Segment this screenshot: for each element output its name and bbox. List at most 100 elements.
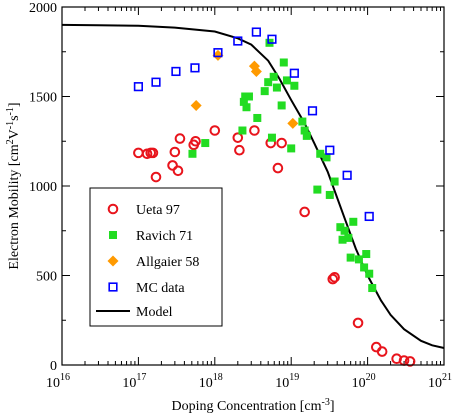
data-point-open-square (151, 77, 161, 87)
x-tick-label: 1016 (46, 372, 70, 391)
data-point-filled-square (298, 117, 307, 126)
legend-label: Ravich 71 (136, 229, 193, 244)
x-tick-base: 10 (46, 376, 60, 391)
data-point-open-square (289, 68, 299, 78)
data-point-filled-square (316, 149, 325, 158)
data-point-filled-square (239, 97, 248, 106)
data-point-filled-square (242, 103, 251, 112)
data-point-filled-square (188, 149, 197, 158)
y-tick-labels: 0 500 1000 1500 2000 (29, 1, 57, 374)
data-point-filled-square (302, 131, 311, 140)
data-point-open-square (342, 170, 352, 180)
data-point-filled-square (300, 126, 309, 135)
data-point-filled-square (354, 255, 363, 264)
x-tick-label: 1018 (199, 372, 223, 391)
x-tick-base: 10 (199, 376, 213, 391)
data-point-filled-diamond (190, 99, 202, 111)
data-point-filled-square (253, 113, 262, 122)
data-point-filled-diamond (212, 49, 224, 61)
y-tick-label: 1500 (29, 91, 57, 106)
data-point-filled-square (346, 253, 355, 262)
y-tick-label: 2000 (29, 1, 57, 16)
x-tick-base: 10 (122, 376, 136, 391)
x-tick-label: 1020 (352, 372, 376, 391)
data-point-filled-square (244, 92, 253, 101)
data-point-filled-square (349, 217, 358, 226)
x-tick-exp: 21 (442, 372, 452, 383)
data-point-filled-square (330, 177, 339, 186)
data-point-open-square (213, 48, 223, 58)
data-point-open-circle (169, 146, 181, 158)
data-point-filled-square (365, 269, 374, 278)
x-tick-exp: 18 (213, 372, 223, 383)
data-point-filled-square (267, 133, 276, 142)
x-axis-label: Doping Concentration [cm-3] (171, 397, 334, 415)
data-point-filled-square (282, 76, 291, 85)
data-point-filled-square (362, 250, 371, 259)
data-point-filled-square (340, 226, 349, 235)
data-point-open-circle (352, 317, 364, 329)
data-point-open-square (307, 106, 318, 116)
x-tick-exp: 20 (366, 372, 376, 383)
y-tick-label: 0 (50, 359, 57, 374)
data-point-open-circle (172, 165, 184, 177)
data-point-filled-square (264, 78, 273, 87)
x-tick-labels: 1016 1017 1018 1019 1020 1021 (46, 372, 452, 391)
data-point-open-circle (174, 133, 186, 144)
data-point-filled-square (322, 153, 331, 162)
y-axis-label: Electron Mobility [cm2V-1s-1] (5, 102, 23, 269)
data-point-open-circle (272, 162, 284, 174)
x-tick-label: 1017 (122, 372, 146, 391)
data-point-open-square (171, 66, 181, 77)
x-tick-base: 10 (428, 376, 442, 391)
legend-label: MC data (136, 281, 185, 296)
data-point-filled-diamond (287, 117, 299, 129)
data-point-open-square (364, 211, 374, 222)
legend-label: Model (136, 305, 173, 320)
data-point-filled-square (238, 126, 247, 135)
data-point-open-square (251, 27, 261, 37)
data-point-open-circle (133, 147, 144, 159)
data-point-open-square (267, 34, 277, 44)
plot-frame (61, 6, 445, 366)
data-point-open-circle (299, 206, 310, 218)
data-points (133, 27, 416, 367)
data-point-open-circle (167, 160, 178, 171)
data-point-open-circle (232, 132, 244, 143)
data-point-open-square (190, 63, 200, 73)
x-tick-base: 10 (275, 376, 289, 391)
data-point-open-circle (376, 346, 388, 357)
data-point-open-square (133, 82, 144, 92)
x-tick-exp: 17 (136, 372, 146, 383)
legend-swatch (107, 255, 119, 267)
data-point-open-square (233, 36, 243, 46)
legend-swatch (109, 231, 117, 239)
x-tick-label: 1019 (275, 372, 299, 391)
data-point-filled-square (272, 83, 281, 92)
data-point-filled-square (201, 139, 210, 148)
data-point-filled-square (360, 263, 369, 272)
y-tick-label: 500 (36, 270, 57, 285)
data-point-filled-square (260, 87, 269, 96)
data-point-open-circle (209, 125, 221, 136)
data-point-filled-square (290, 81, 299, 90)
data-point-open-circle (190, 135, 201, 147)
data-point-filled-square (277, 101, 286, 110)
legend-swatch (107, 203, 119, 215)
data-point-open-circle (147, 147, 159, 159)
data-point-open-circle (276, 137, 287, 149)
x-tick-exp: 19 (289, 372, 299, 383)
x-tick-exp: 16 (60, 372, 70, 383)
legend-swatch (108, 282, 118, 292)
data-point-open-circle (234, 144, 245, 156)
data-point-filled-diamond (250, 65, 262, 77)
data-point-filled-square (344, 233, 353, 242)
data-point-open-circle (329, 271, 340, 283)
legend-label: Ueta 97 (136, 203, 180, 218)
data-point-open-circle (404, 356, 416, 367)
data-point-open-circle (327, 273, 339, 285)
data-point-filled-square (325, 190, 334, 199)
y-tick-label: 1000 (29, 180, 57, 195)
x-tick-label: 1021 (428, 372, 452, 391)
